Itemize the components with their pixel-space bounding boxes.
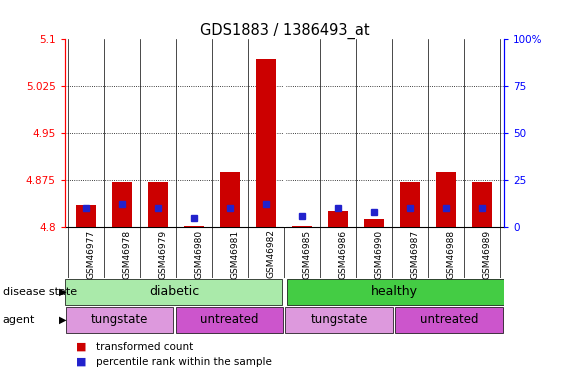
Text: GSM46980: GSM46980 (194, 230, 203, 279)
Bar (77, 205, 96, 227)
Bar (400, 182, 420, 227)
Text: untreated: untreated (200, 313, 258, 326)
Bar (287, 279, 504, 304)
Text: tungstate: tungstate (311, 313, 368, 326)
Text: ▶: ▶ (59, 315, 66, 325)
Bar (66, 307, 173, 333)
Text: GSM46986: GSM46986 (338, 230, 347, 279)
Bar (284, 39, 285, 227)
Bar (65, 279, 282, 304)
Bar (149, 182, 168, 227)
Text: GSM46979: GSM46979 (158, 230, 167, 279)
Bar (285, 307, 393, 333)
Text: disease state: disease state (3, 286, 77, 297)
Text: GSM46977: GSM46977 (86, 230, 95, 279)
Bar (256, 59, 276, 227)
Bar (185, 226, 204, 227)
Bar (113, 182, 132, 227)
Text: transformed count: transformed count (96, 342, 193, 352)
Text: tungstate: tungstate (91, 313, 148, 326)
Bar (395, 307, 503, 333)
Text: healthy: healthy (370, 285, 418, 298)
Bar (292, 226, 312, 227)
Text: ▶: ▶ (59, 286, 66, 297)
Text: diabetic: diabetic (149, 285, 200, 298)
Text: agent: agent (3, 315, 35, 325)
Bar (328, 211, 348, 227)
Text: GSM46990: GSM46990 (374, 230, 383, 279)
Text: GSM46978: GSM46978 (122, 230, 131, 279)
Bar (176, 307, 283, 333)
Text: percentile rank within the sample: percentile rank within the sample (96, 357, 271, 367)
Bar (364, 219, 384, 227)
Text: GSM46985: GSM46985 (302, 230, 311, 279)
Text: ■: ■ (76, 357, 87, 367)
Text: GSM46981: GSM46981 (230, 230, 239, 279)
Bar (221, 172, 240, 227)
Title: GDS1883 / 1386493_at: GDS1883 / 1386493_at (199, 23, 369, 39)
Text: ■: ■ (76, 342, 87, 352)
Bar (472, 182, 492, 227)
Text: untreated: untreated (420, 313, 478, 326)
Text: GSM46989: GSM46989 (482, 230, 491, 279)
Text: GSM46982: GSM46982 (266, 230, 275, 278)
Text: GSM46987: GSM46987 (410, 230, 419, 279)
Text: GSM46988: GSM46988 (446, 230, 455, 279)
Bar (436, 172, 456, 227)
